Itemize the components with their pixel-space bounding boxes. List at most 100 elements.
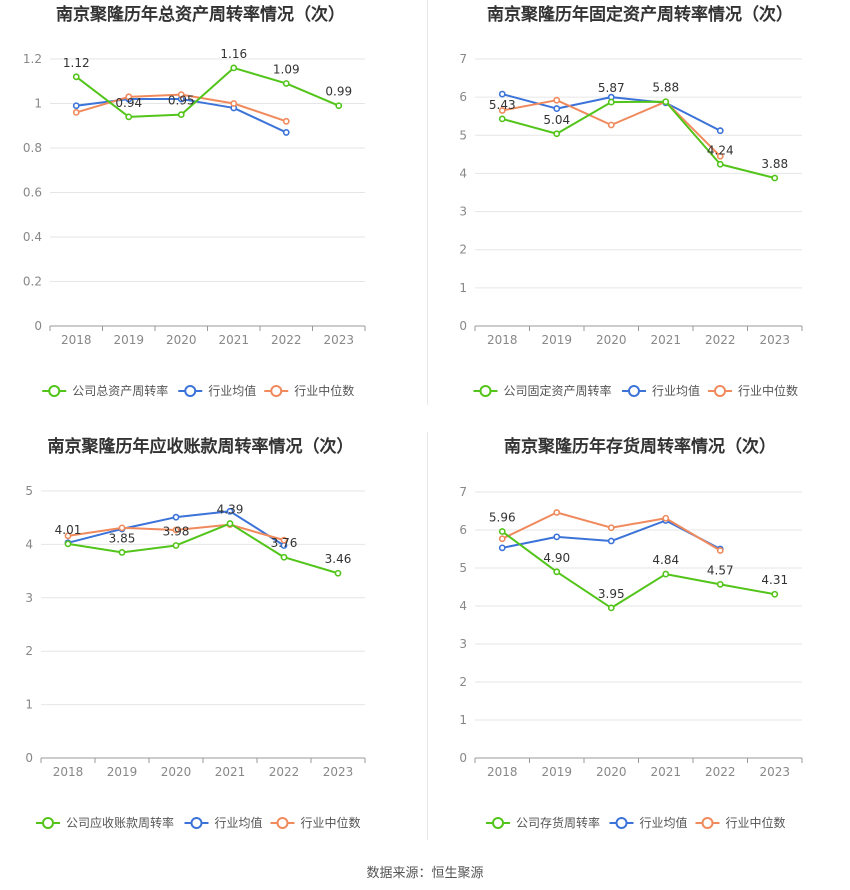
data-label: 0.99 [325, 85, 352, 99]
y-tick-label: 6 [459, 90, 467, 104]
data-point-industry_avg[interactable] [172, 513, 180, 521]
legend-item-industry_median[interactable]: 行业中位数 [270, 815, 361, 830]
data-point-company[interactable] [607, 604, 615, 612]
legend-label: 公司固定资产周转率 [504, 383, 612, 398]
data-point-industry_median[interactable] [498, 535, 506, 543]
data-point-industry_avg[interactable] [498, 544, 506, 552]
legend-item-industry_avg[interactable]: 行业均值 [184, 815, 263, 830]
x-tick-label: 2021 [650, 765, 681, 779]
data-point-company[interactable] [230, 64, 238, 72]
data-point-industry_median[interactable] [498, 107, 506, 114]
x-tick-label: 2018 [487, 765, 518, 779]
data-point-industry_avg[interactable] [282, 129, 290, 136]
y-tick-label: 4 [25, 537, 33, 551]
legend-item-industry_avg[interactable]: 行业均值 [622, 383, 700, 398]
data-point-industry_median[interactable] [607, 524, 615, 532]
data-label: 3.95 [598, 587, 625, 601]
data-point-company[interactable] [771, 174, 779, 182]
data-point-industry_median[interactable] [716, 547, 724, 554]
data-point-industry_avg[interactable] [716, 127, 724, 135]
data-point-industry_avg[interactable] [498, 90, 506, 98]
data-point-company[interactable] [335, 102, 343, 110]
data-point-company[interactable] [118, 549, 126, 556]
data-label: 4.90 [543, 551, 570, 565]
data-point-industry_avg[interactable] [72, 102, 80, 110]
data-point-industry_median[interactable] [280, 536, 288, 544]
data-point-company[interactable] [716, 160, 724, 168]
legend-marker [48, 385, 61, 397]
data-point-industry_median[interactable] [553, 509, 561, 516]
x-tick-label: 2019 [113, 333, 144, 347]
data-point-industry_avg[interactable] [226, 507, 234, 515]
data-point-industry_median[interactable] [716, 152, 724, 160]
y-tick-label: 4 [459, 599, 467, 613]
legend-item-company[interactable]: 公司应收账款周转率 [36, 815, 174, 830]
legend-label: 行业中位数 [738, 383, 798, 398]
data-point-company[interactable] [72, 73, 80, 81]
chart-title: 南京聚隆历年存货周转率情况（次） [504, 436, 776, 457]
legend-marker [492, 817, 504, 829]
data-point-company[interactable] [125, 113, 133, 121]
data-point-company[interactable] [607, 98, 615, 106]
data-point-industry_median[interactable] [607, 121, 615, 129]
data-point-industry_median[interactable] [662, 514, 670, 522]
legend-item-industry_avg[interactable]: 行业均值 [609, 815, 688, 830]
data-point-company[interactable] [716, 580, 724, 588]
x-tick-label: 2022 [705, 765, 736, 779]
data-point-industry_avg[interactable] [553, 105, 561, 112]
legend-item-company[interactable]: 公司固定资产周转率 [473, 383, 612, 398]
data-point-company[interactable] [662, 98, 670, 106]
data-point-industry_median[interactable] [172, 526, 180, 534]
legend-item-industry_avg[interactable]: 行业均值 [178, 383, 256, 398]
data-point-company[interactable] [498, 115, 506, 123]
data-point-industry_median[interactable] [64, 532, 72, 540]
chart-inventory-turnover: 南京聚隆历年存货周转率情况（次） 0 1 2 3 4 5 6 7 2018 2019 2020 2021… [430, 432, 850, 862]
data-point-company[interactable] [280, 553, 288, 561]
y-tick-label: 4 [459, 166, 467, 180]
y-tick-label: 2 [459, 243, 467, 257]
data-point-company[interactable] [553, 568, 561, 576]
data-point-industry_median[interactable] [72, 109, 80, 116]
data-point-company[interactable] [771, 590, 779, 598]
legend-marker [701, 817, 714, 829]
x-tick-label: 2020 [596, 333, 627, 347]
data-point-company[interactable] [64, 540, 72, 548]
data-label: 4.84 [652, 553, 679, 567]
data-point-company[interactable] [172, 542, 180, 549]
data-point-industry_avg[interactable] [553, 533, 561, 541]
data-point-industry_median[interactable] [282, 117, 290, 125]
x-tick-label: 2022 [269, 765, 300, 779]
legend-item-industry_median[interactable]: 行业中位数 [708, 383, 798, 398]
vertical-divider-top [427, 0, 428, 405]
data-point-company[interactable] [498, 528, 506, 535]
data-point-industry_median[interactable] [177, 91, 185, 98]
y-tick-label: 0 [34, 319, 42, 333]
x-tick-label: 2021 [218, 333, 249, 347]
legend-item-industry_median[interactable]: 行业中位数 [695, 815, 786, 830]
legend-item-company[interactable]: 公司存货周转率 [486, 815, 600, 830]
data-point-company[interactable] [334, 569, 342, 577]
data-point-company[interactable] [226, 520, 234, 527]
legend-label: 行业均值 [208, 383, 256, 398]
legend-marker [628, 385, 640, 397]
legend-label: 行业均值 [652, 383, 700, 398]
x-tick-label: 2023 [323, 333, 354, 347]
data-point-industry_median[interactable] [230, 100, 238, 107]
data-label: 5.43 [489, 98, 516, 112]
y-tick-label: 1.2 [23, 52, 42, 66]
legend-item-company[interactable]: 公司总资产周转率 [42, 383, 168, 398]
data-label: 3.88 [761, 157, 788, 171]
data-label: 5.96 [489, 511, 516, 525]
data-point-industry_median[interactable] [553, 96, 561, 104]
data-point-industry_avg[interactable] [607, 537, 615, 545]
data-point-company[interactable] [177, 111, 185, 119]
y-tick-label: 1 [25, 698, 33, 712]
data-point-company[interactable] [662, 570, 670, 578]
x-tick-label: 2019 [541, 333, 572, 347]
legend-item-industry_median[interactable]: 行业中位数 [264, 383, 354, 398]
data-point-company[interactable] [553, 130, 561, 138]
data-point-industry_median[interactable] [118, 524, 126, 532]
data-point-company[interactable] [282, 80, 290, 87]
data-point-industry_median[interactable] [125, 93, 133, 101]
y-tick-label: 7 [459, 485, 467, 499]
